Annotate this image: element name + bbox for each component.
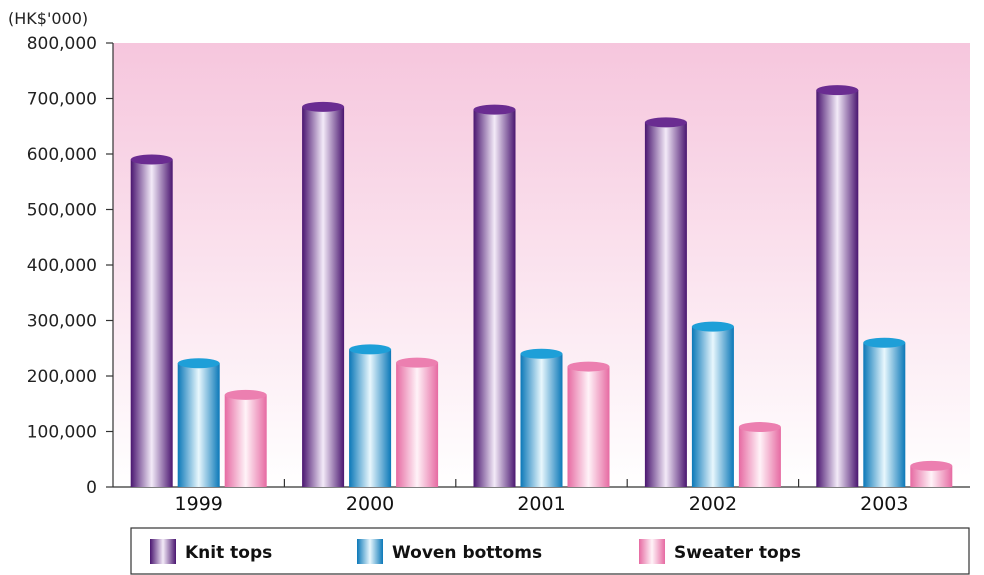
bar-knit-tops-2001 bbox=[473, 104, 516, 487]
bar-body bbox=[738, 427, 781, 487]
bar-cap bbox=[473, 104, 516, 115]
bar-cap bbox=[816, 85, 859, 96]
bar-cap bbox=[738, 422, 781, 433]
bar-cap bbox=[520, 348, 563, 359]
bars-group bbox=[130, 85, 953, 488]
bar-body bbox=[644, 122, 687, 488]
y-tick-label: 800,000 bbox=[27, 34, 97, 54]
bar-knit-tops-2000 bbox=[302, 101, 345, 487]
bar-knit-tops-2003 bbox=[816, 85, 859, 488]
bar-woven-bottoms-2000 bbox=[349, 344, 392, 487]
bar-body bbox=[863, 342, 906, 487]
legend-item-sweater-tops: Sweater tops bbox=[639, 539, 801, 564]
bar-knit-tops-1999 bbox=[130, 154, 173, 488]
bar-body bbox=[816, 90, 859, 488]
bar-body bbox=[691, 326, 734, 487]
bar-cap bbox=[177, 358, 220, 369]
y-unit-label: (HK$'000) bbox=[8, 9, 88, 28]
bar-cap bbox=[224, 389, 267, 400]
y-tick-label: 400,000 bbox=[27, 256, 97, 276]
y-tick-label: 700,000 bbox=[27, 90, 97, 110]
bar-body bbox=[177, 363, 220, 487]
x-tick-label: 2002 bbox=[689, 493, 737, 515]
bar-body bbox=[473, 109, 516, 487]
bar-cap bbox=[567, 361, 610, 372]
bar-woven-bottoms-2002 bbox=[691, 321, 734, 487]
y-tick-label: 200,000 bbox=[27, 367, 97, 387]
legend-box bbox=[130, 527, 970, 575]
bar-sweater-tops-2002 bbox=[738, 422, 781, 487]
bar-woven-bottoms-1999 bbox=[177, 358, 220, 487]
bar-cap bbox=[910, 460, 953, 471]
bar-body bbox=[224, 394, 267, 487]
bar-cap bbox=[349, 344, 392, 355]
bar-cap bbox=[130, 154, 173, 165]
bar-cap bbox=[863, 337, 906, 348]
legend-item-woven-bottoms: Woven bottoms bbox=[357, 539, 542, 564]
y-tick-label: 0 bbox=[86, 478, 97, 498]
bar-body bbox=[396, 362, 439, 487]
bar-cap bbox=[396, 357, 439, 368]
bar-body bbox=[302, 106, 345, 487]
bar-sweater-tops-2001 bbox=[567, 361, 610, 487]
bar-body bbox=[520, 353, 563, 487]
legend-label: Sweater tops bbox=[674, 543, 801, 563]
legend-label: Knit tops bbox=[185, 543, 272, 563]
x-tick-label: 1999 bbox=[175, 493, 223, 515]
legend-item-knit-tops: Knit tops bbox=[150, 539, 272, 564]
bar-body bbox=[349, 349, 392, 487]
legend-swatch bbox=[639, 539, 665, 564]
bar-sweater-tops-1999 bbox=[224, 389, 267, 487]
bar-body bbox=[130, 159, 173, 488]
y-tick-label: 500,000 bbox=[27, 201, 97, 221]
bar-body bbox=[567, 366, 610, 487]
legend-swatch bbox=[150, 539, 176, 564]
bar-sweater-tops-2000 bbox=[396, 357, 439, 487]
y-axis: 0 100,000 200,000 300,000 400,000 500,000 600,… bbox=[27, 34, 114, 498]
bar-woven-bottoms-2003 bbox=[863, 337, 906, 487]
legend-swatch bbox=[357, 539, 383, 564]
x-tick-label: 2003 bbox=[860, 493, 908, 515]
bar-body bbox=[910, 465, 953, 487]
y-tick-label: 300,000 bbox=[27, 312, 97, 332]
x-tick-label: 2001 bbox=[517, 493, 565, 515]
legend: Knit tops Woven bottoms Sweater tops bbox=[130, 527, 970, 575]
bar-cap bbox=[644, 117, 687, 128]
x-tick-label: 2000 bbox=[346, 493, 394, 515]
y-tick-label: 600,000 bbox=[27, 145, 97, 165]
legend-label: Woven bottoms bbox=[392, 543, 542, 563]
bar-cap bbox=[691, 321, 734, 332]
bar-knit-tops-2002 bbox=[644, 117, 687, 488]
bar-woven-bottoms-2001 bbox=[520, 348, 563, 487]
y-tick-label: 100,000 bbox=[27, 423, 97, 443]
bar-cap bbox=[302, 101, 345, 112]
bar-sweater-tops-2003 bbox=[910, 460, 953, 487]
